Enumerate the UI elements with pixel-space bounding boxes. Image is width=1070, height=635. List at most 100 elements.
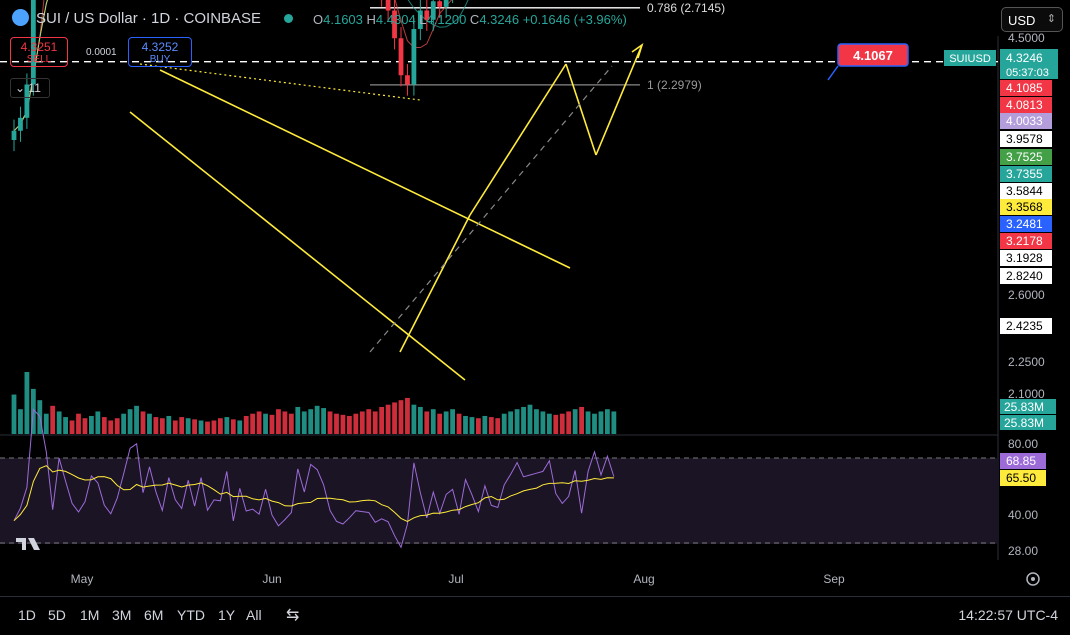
price-level-tag xyxy=(1000,183,1052,199)
trend-line xyxy=(595,44,643,156)
settings-gear-icon xyxy=(1031,577,1035,581)
volume-bar xyxy=(185,418,191,434)
price-level-value: 3.9578 xyxy=(1006,132,1043,146)
price-level-value: 3.5844 xyxy=(1006,184,1043,198)
volume-bar xyxy=(327,411,333,434)
volume-bar xyxy=(488,417,494,434)
price-level-tag xyxy=(1000,268,1052,284)
volume-bar xyxy=(121,413,127,434)
buy-price: 4.3252 xyxy=(141,40,179,54)
time-tick: Jul xyxy=(448,572,463,586)
price-chart[interactable]: 0 (4.2448)0.236 (3.7853)0.382 (3.5011)0.… xyxy=(0,0,1070,596)
volume-bar xyxy=(243,415,249,434)
trend-line xyxy=(399,214,471,353)
volume-bar xyxy=(140,411,146,434)
date-range-icon[interactable]: ⇆ xyxy=(286,607,300,624)
volume-bar xyxy=(211,420,217,434)
volume-bar xyxy=(469,417,475,434)
price-level-tag xyxy=(1000,131,1052,147)
timeframe-button-ytd[interactable]: YTD xyxy=(177,607,205,623)
volume-bar xyxy=(392,402,397,434)
alert-pointer xyxy=(827,65,839,81)
volume-tag xyxy=(1000,399,1056,414)
volume-bar xyxy=(237,420,243,434)
rsi-value: 65.50 xyxy=(1006,471,1036,485)
timeframe-button-3m[interactable]: 3M xyxy=(112,607,132,623)
price-level-tag xyxy=(1000,250,1052,266)
timeframe-button-5d[interactable]: 5D xyxy=(48,607,66,623)
volume-bars xyxy=(11,372,617,434)
price-change: +0.1646 (+3.96%) xyxy=(522,12,627,27)
indicator-count: 11 xyxy=(28,81,41,95)
volume-bar xyxy=(553,414,559,434)
rsi-value-tag xyxy=(1000,470,1046,486)
volume-bar xyxy=(89,415,94,434)
candle-body xyxy=(437,1,443,7)
trend-line xyxy=(565,63,597,156)
volume-bar xyxy=(334,413,339,434)
volume-bar xyxy=(301,411,307,434)
volume-bar xyxy=(411,404,417,434)
ohlc-readout: O4.1603 H4.4304 L4.1200 C4.3246 +0.1646 … xyxy=(313,12,627,27)
price-tick: 2.2500 xyxy=(1008,355,1045,369)
volume-bar xyxy=(63,417,68,434)
volume-bar xyxy=(250,413,256,434)
volume-bar xyxy=(430,409,436,434)
time-tick: Jun xyxy=(262,572,281,586)
volume-bar xyxy=(50,405,56,434)
price-level-tag xyxy=(1000,80,1052,96)
chevron-updown-icon: ⇕ xyxy=(1046,13,1056,25)
volume-bar xyxy=(114,418,120,434)
volume-bar xyxy=(230,419,236,434)
volume-bar xyxy=(153,417,159,434)
rsi-value: 68.85 xyxy=(1006,454,1036,468)
price-level-value: 3.2178 xyxy=(1006,234,1043,248)
indicators-toggle[interactable]: ⌄ 11 xyxy=(10,78,50,98)
price-level-tag xyxy=(1000,216,1052,232)
trend-line xyxy=(159,69,571,269)
symbol-tag xyxy=(944,50,996,66)
candle-body xyxy=(411,29,417,85)
volume-bar xyxy=(276,409,281,434)
volume-bar xyxy=(18,409,23,434)
volume-bar xyxy=(192,419,197,434)
timeframe-button-1y[interactable]: 1Y xyxy=(218,607,236,623)
volume-bar xyxy=(398,400,404,434)
timeframe-button-all[interactable]: All xyxy=(246,607,262,623)
settings-gear-icon xyxy=(1026,572,1040,586)
price-level-tag xyxy=(1000,113,1052,129)
symbol-title[interactable]: SUI / US Dollar · 1D · COINBASE xyxy=(36,10,262,27)
timeframe-button-1d[interactable]: 1D xyxy=(18,607,36,623)
current-price-tag xyxy=(1000,49,1058,79)
timeframe-button-1m[interactable]: 1M xyxy=(80,607,100,623)
volume-bar xyxy=(450,409,455,434)
sell-button[interactable]: 4.3251 SELL xyxy=(10,37,68,67)
timeframe-button-6m[interactable]: 6M xyxy=(144,607,164,623)
buy-button[interactable]: 4.3252 BUY xyxy=(128,37,192,67)
currency-select[interactable]: USD ⇕ xyxy=(1001,7,1063,32)
volume-bar xyxy=(282,411,288,434)
pattern-drawings: 4.1067 xyxy=(129,43,909,381)
volume-bar xyxy=(353,413,359,434)
volume-bar xyxy=(108,420,114,434)
fibonacci-retracement: 0 (4.2448)0.236 (3.7853)0.382 (3.5011)0.… xyxy=(370,1,725,92)
volume-bar xyxy=(198,420,204,434)
volume-bar xyxy=(147,413,152,434)
candlesticks xyxy=(11,0,454,152)
alert-label: 4.1067 xyxy=(853,48,893,63)
volume-bar xyxy=(482,415,488,434)
market-status-icon xyxy=(284,14,293,23)
volume-bar xyxy=(82,418,88,434)
volume-bar xyxy=(463,415,468,434)
candle-body xyxy=(18,117,23,131)
rsi-ma-line xyxy=(13,465,614,522)
chart-header: SUI / US Dollar · 1D · COINBASE O4.1603 … xyxy=(0,0,1000,36)
price-level-value: 3.3568 xyxy=(1006,200,1043,214)
price-level-value: 2.4235 xyxy=(1006,319,1043,333)
volume-bar xyxy=(321,408,326,434)
time-axis: May Jun Jul Aug Sep xyxy=(71,572,845,586)
candle-body xyxy=(424,10,430,20)
volume-bar xyxy=(605,409,610,434)
volume-bar xyxy=(56,411,62,434)
trend-line xyxy=(129,111,466,381)
